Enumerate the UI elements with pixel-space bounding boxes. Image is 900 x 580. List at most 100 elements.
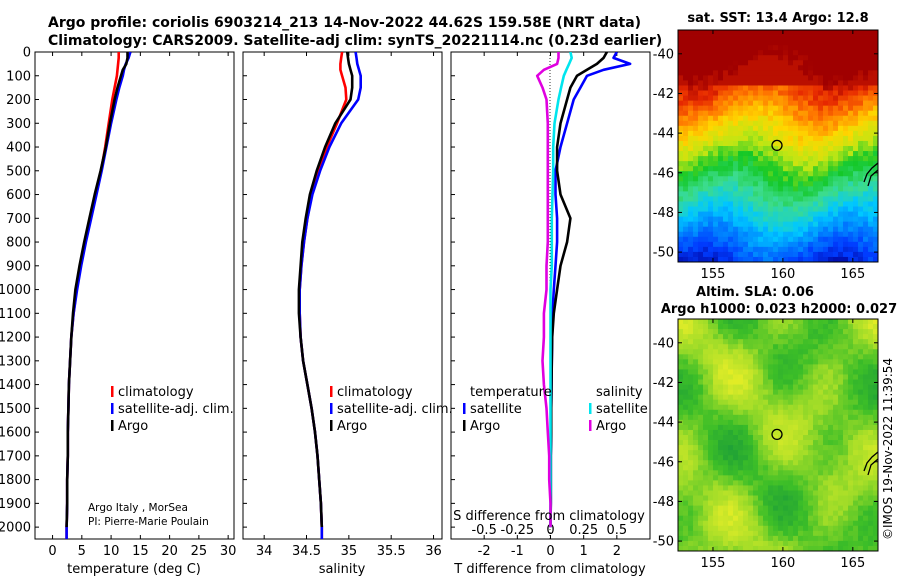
map-cell [858, 231, 864, 238]
map-cell [743, 50, 749, 56]
map-cell [743, 414, 749, 421]
map-cell [813, 75, 819, 81]
map-cell [783, 95, 789, 102]
map-cell [818, 176, 824, 182]
map-cell [868, 196, 874, 202]
sst-map-title: sat. SST: 13.4 Argo: 12.8 [687, 11, 868, 26]
map-cell [863, 429, 869, 436]
map-cell [858, 500, 864, 507]
map-cell [713, 364, 719, 370]
map-cell [743, 384, 749, 391]
map-cell [773, 80, 779, 86]
map-cell [848, 389, 854, 396]
map-cell [783, 460, 789, 466]
map-cell [808, 60, 814, 66]
map-cell [703, 181, 709, 187]
map-cell [778, 80, 784, 86]
map-cell [753, 535, 759, 542]
map-cell [808, 424, 814, 431]
map-cell [718, 374, 724, 380]
map-cell [788, 45, 794, 51]
x-tick-label: 15 [132, 544, 149, 559]
map-cell [723, 435, 729, 441]
map-cell [793, 40, 799, 46]
map-cell [788, 135, 794, 142]
map-cell [773, 475, 779, 481]
map-cell [823, 324, 829, 330]
map-cell [768, 535, 774, 542]
map-cell [863, 80, 869, 86]
map-cell [853, 465, 859, 471]
map-cell [713, 216, 719, 223]
map-cell [763, 404, 769, 411]
map-cell [803, 156, 809, 162]
map-cell [863, 221, 869, 228]
map-cell [868, 399, 874, 406]
map-cell [793, 359, 799, 365]
map-cell [773, 120, 779, 127]
map-cell [723, 30, 729, 36]
map-cell [813, 455, 819, 461]
map-cell [683, 191, 689, 197]
map-cell [748, 530, 754, 537]
map-cell [813, 201, 819, 207]
map-cell [813, 485, 819, 491]
salinity-x-axis: 34 34.5 35 35.5 36 [256, 52, 442, 559]
map-cell [783, 241, 789, 248]
map-cell [723, 344, 729, 350]
map-cell [858, 364, 864, 370]
map-cell [768, 236, 774, 243]
map-cell [843, 505, 849, 512]
map-cell [853, 505, 859, 512]
map-cell [843, 95, 849, 102]
map-cell [773, 55, 779, 61]
map-cell [688, 206, 694, 212]
map-cell [828, 339, 834, 345]
map-cell [813, 384, 819, 391]
map-cell [783, 339, 789, 345]
map-cell [783, 495, 789, 501]
map-cell [718, 60, 724, 66]
map-cell [788, 241, 794, 248]
map-cell [848, 236, 854, 243]
map-cell [768, 156, 774, 162]
map-cell [838, 216, 844, 223]
map-cell [793, 135, 799, 142]
map-cell [853, 236, 859, 243]
map-cell [823, 140, 829, 147]
map-cell [738, 384, 744, 391]
map-cell [868, 105, 874, 112]
map-cell [763, 135, 769, 142]
map-cell [768, 349, 774, 355]
map-cell [798, 470, 804, 476]
map-cell [743, 445, 749, 451]
map-cell [758, 256, 764, 262]
map-cell [873, 445, 878, 451]
sst-heatmap-cells [678, 30, 878, 262]
map-cell [678, 480, 684, 486]
map-cell [743, 191, 749, 197]
map-cell [718, 369, 724, 375]
map-cell [863, 130, 869, 137]
map-cell [753, 324, 759, 330]
map-cell [863, 339, 869, 345]
map-cell [758, 60, 764, 66]
map-cell [778, 359, 784, 365]
map-cell [793, 429, 799, 436]
map-cell [778, 186, 784, 192]
map-cell [773, 45, 779, 51]
map-cell [873, 450, 878, 456]
map-cell [763, 171, 769, 177]
depth-tick-label: 1100 [0, 307, 31, 322]
map-cell [733, 125, 739, 132]
map-cell [763, 45, 769, 51]
map-cell [783, 354, 789, 360]
map-cell [843, 485, 849, 491]
map-cell [793, 369, 799, 375]
map-cell [808, 545, 814, 551]
map-cell [793, 495, 799, 501]
map-cell [728, 490, 734, 496]
map-cell [793, 161, 799, 167]
map-cell [733, 490, 739, 496]
map-cell [873, 50, 878, 56]
